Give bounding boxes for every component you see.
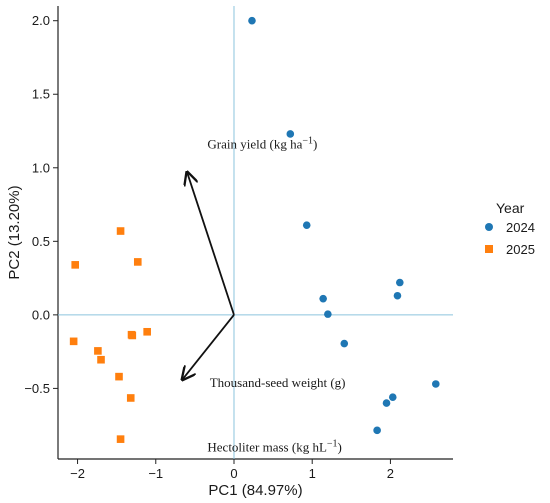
point-2024 [393, 291, 402, 300]
loading-arrow [187, 172, 235, 316]
point-2024 [302, 221, 311, 229]
x-axis-title: PC1 (84.97%) [208, 482, 302, 499]
loading-vectors: Grain yield (kg ha−1) Thousand-seed weigh… [182, 136, 345, 455]
legend-title: Year [496, 200, 525, 216]
y-tick-label: 2.0 [32, 13, 50, 28]
point-2025 [128, 331, 137, 340]
point-2025 [115, 372, 123, 381]
x-tick-label: −2 [70, 466, 85, 481]
loading-label: Grain yield (kg ha−1) [207, 136, 317, 152]
point-2025 [126, 394, 135, 402]
plot-area [57, 6, 453, 460]
point-2025 [116, 435, 125, 443]
y-tick-label: 0.0 [32, 307, 50, 322]
x-tick-label: 0 [230, 466, 237, 481]
point-2024 [340, 339, 349, 348]
y-tick-label: 1.5 [32, 87, 50, 102]
legend: Year 2024 2025 [485, 200, 535, 257]
legend-label-2024: 2024 [506, 220, 535, 235]
loading-label: Thousand-seed weight (g) [210, 375, 346, 390]
y-tick-label: 1.0 [32, 160, 50, 175]
point-2024 [431, 380, 440, 388]
x-tick-label: 2 [387, 466, 394, 481]
reference-lines [58, 6, 453, 459]
point-2025 [97, 355, 105, 364]
x-axis: −2 −1 0 1 2 [70, 459, 394, 481]
point-2024 [324, 310, 332, 318]
point-2025 [116, 227, 125, 235]
point-2024 [373, 426, 381, 435]
point-2024 [319, 294, 327, 303]
loading-arrow [182, 314, 235, 380]
point-2024 [388, 393, 397, 402]
legend-label-2025: 2025 [506, 242, 535, 257]
y-axis-title: PC2 (13.20%) [6, 185, 23, 279]
legend-marker-2024 [485, 223, 493, 231]
point-2025 [69, 337, 78, 346]
point-2024 [248, 16, 256, 25]
point-2024 [396, 278, 404, 287]
point-2025 [71, 261, 80, 269]
point-2024 [286, 130, 295, 138]
y-tick-label: −0.5 [24, 381, 50, 396]
x-tick-label: −1 [148, 466, 163, 481]
y-axis: −0.5 0.0 0.5 1.0 1.5 2.0 [24, 13, 58, 396]
point-2024 [382, 399, 391, 407]
y-tick-label: 0.5 [32, 234, 50, 249]
legend-marker-2025 [485, 245, 493, 253]
loading-label: Hectoliter mass (kg hL−1) [207, 439, 341, 455]
data-points [69, 16, 440, 443]
point-2025 [133, 258, 142, 266]
x-tick-label: 1 [309, 466, 316, 481]
point-2025 [143, 327, 151, 336]
point-2025 [94, 347, 102, 355]
